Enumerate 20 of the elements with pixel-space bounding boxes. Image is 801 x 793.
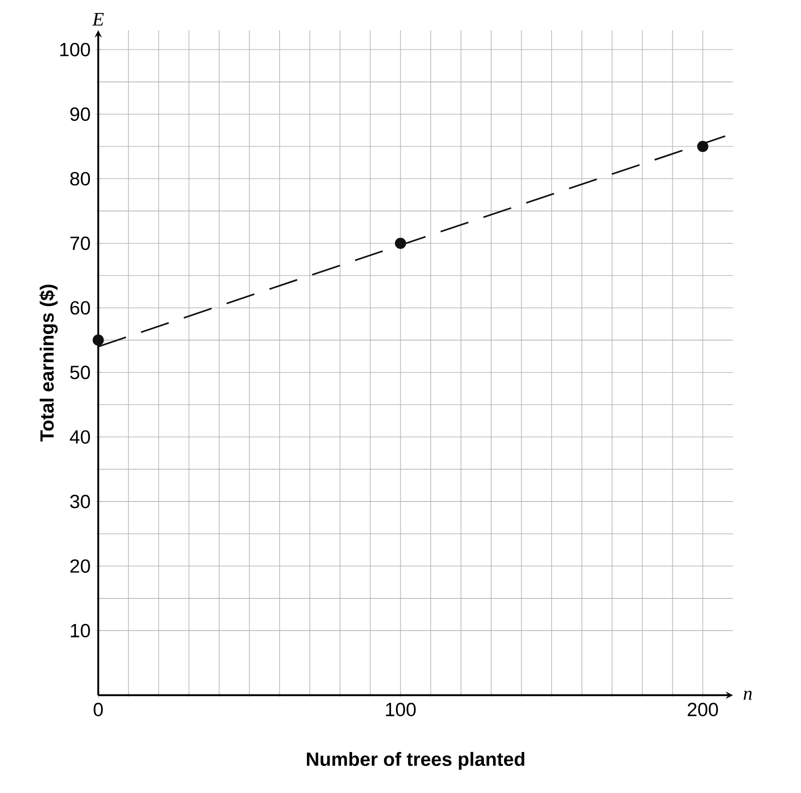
y-tick-label: 30 (70, 494, 90, 508)
x-tick-label: 100 (386, 702, 416, 716)
y-axis-title: Total earnings ($) (39, 284, 58, 442)
point (697, 140, 708, 152)
point (92, 334, 104, 346)
x-tick-label: 0 (94, 702, 103, 716)
text: E (92, 12, 104, 26)
y-tick-label: 70 (70, 236, 90, 250)
x-axis-title: Number of trees planted (306, 752, 524, 770)
y-tick-label: 100 (60, 42, 90, 56)
x-tick-label: 200 (688, 702, 718, 716)
text: n (744, 690, 752, 700)
y-tick-label: 60 (70, 300, 90, 314)
y-tick-label: 20 (70, 559, 90, 573)
point (394, 237, 406, 249)
y-tick-label: 80 (70, 172, 90, 186)
y-tick-label: 50 (70, 365, 90, 379)
y-tick-label: 40 (70, 430, 90, 444)
y-tick-label: 10 (70, 624, 90, 638)
y-tick-label: 90 (70, 107, 90, 121)
